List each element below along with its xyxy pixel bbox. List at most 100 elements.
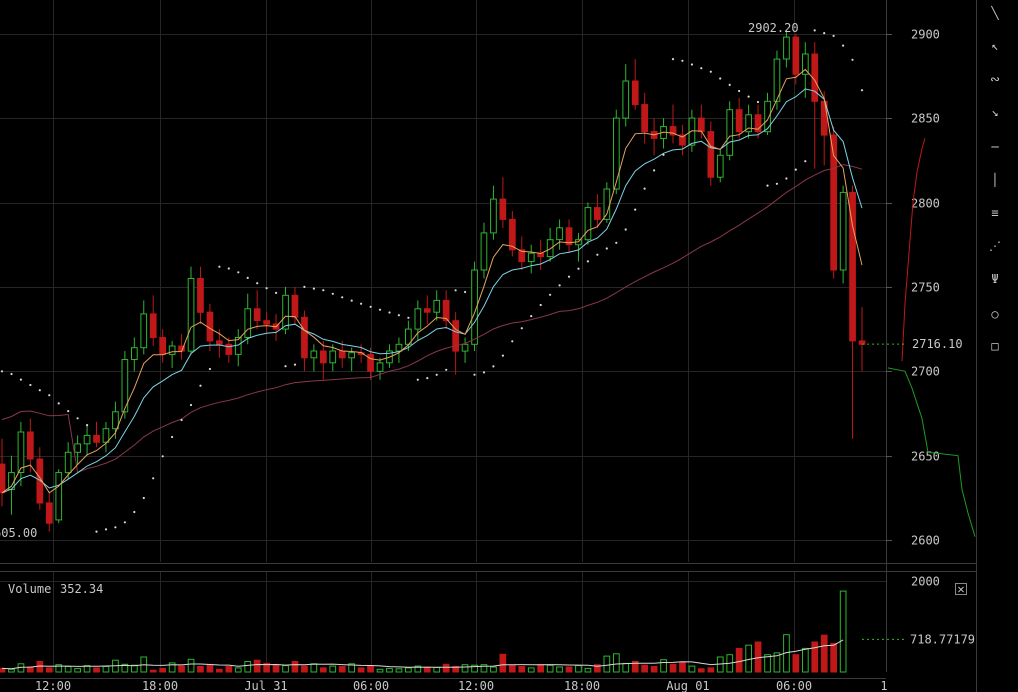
- sar-dot: [435, 373, 438, 376]
- volume-bar: [820, 634, 828, 673]
- volume-bar: [282, 665, 289, 673]
- sar-dot: [558, 284, 561, 287]
- sar-dot: [86, 424, 89, 427]
- tool-button[interactable]: ⋰: [981, 234, 1009, 260]
- sar-dot: [0, 370, 4, 373]
- sar-dot: [766, 184, 769, 187]
- ray-icon[interactable]: ↖: [991, 39, 998, 53]
- tool-button[interactable]: ○: [981, 302, 1009, 328]
- sar-dot: [397, 314, 400, 317]
- vertical-line-icon[interactable]: │: [991, 172, 998, 187]
- volume-bar: [433, 667, 441, 673]
- volume-ma-line: [1, 639, 844, 670]
- pitchfork-icon[interactable]: Ψ: [991, 272, 998, 286]
- fib-retracement-icon[interactable]: ≡: [991, 206, 998, 220]
- volume-bar: [839, 590, 847, 673]
- volume-title: Volume: [8, 582, 51, 596]
- volume-bar: [159, 667, 167, 673]
- volume-bar: [338, 666, 346, 673]
- y-tick-label: 2800: [911, 197, 940, 211]
- sar-dot: [454, 289, 457, 292]
- volume-bar: [234, 667, 242, 673]
- x-tick-label: 18:00: [564, 679, 600, 692]
- candle-body: [17, 431, 25, 473]
- sar-dot: [256, 282, 259, 285]
- curve-icon[interactable]: ∾: [990, 72, 1000, 86]
- fan-icon[interactable]: ⋰: [989, 239, 1001, 253]
- volume-tick-label: 2000: [911, 575, 940, 589]
- volume-bar: [27, 666, 34, 673]
- sar-dot: [275, 291, 278, 294]
- candle-body: [518, 249, 526, 263]
- tool-button[interactable]: │: [981, 168, 1009, 194]
- candle-body: [310, 350, 318, 359]
- volume-ma-label: 718.77179: [910, 632, 975, 646]
- volume-bar: [631, 661, 639, 673]
- candle-body: [433, 299, 441, 313]
- candle-body: [461, 343, 469, 352]
- volume-bar: [225, 666, 233, 673]
- sar-dot: [48, 394, 51, 397]
- volume-bar: [244, 661, 252, 673]
- sar-dot: [426, 377, 429, 380]
- sar-dot: [10, 372, 13, 376]
- volume-bar: [263, 662, 270, 673]
- candle-body: [55, 472, 63, 521]
- circle-icon[interactable]: ○: [991, 307, 998, 321]
- sar-dot: [246, 276, 249, 279]
- candle-body: [338, 350, 346, 359]
- tool-button[interactable]: ∾: [981, 67, 1009, 93]
- volume-bar: [461, 664, 469, 673]
- sar-dot: [596, 253, 599, 256]
- sar-dot: [823, 31, 826, 35]
- sar-dot: [29, 383, 32, 387]
- candle-body: [168, 345, 176, 355]
- y-tick-label: 2850: [911, 112, 940, 126]
- candle-body: [613, 117, 620, 190]
- x-tick-label-partial: 1: [880, 679, 887, 692]
- tool-button[interactable]: ─: [981, 135, 1009, 161]
- candle-body: [631, 80, 639, 106]
- candle-body: [490, 198, 497, 234]
- tool-button[interactable]: ≡: [981, 201, 1009, 227]
- x-tick-label: 06:00: [353, 679, 389, 692]
- candle-body: [754, 114, 762, 133]
- tool-button[interactable]: ╲: [981, 1, 1009, 27]
- volume-bar: [537, 664, 544, 673]
- candle-body: [27, 431, 34, 460]
- sar-dot: [322, 289, 325, 292]
- sar-dot: [378, 308, 382, 311]
- candle-body: [83, 434, 91, 445]
- volume-bar: [320, 667, 327, 673]
- sar-dot: [76, 417, 79, 420]
- trend-line-icon[interactable]: ╲: [990, 5, 999, 20]
- horizontal-line-icon[interactable]: ─: [990, 140, 999, 154]
- volume-bar: [679, 662, 686, 673]
- x-tick-label: 06:00: [776, 679, 812, 692]
- close-panel-button[interactable]: [955, 583, 967, 595]
- sar-dot: [265, 287, 268, 290]
- sar-dot: [813, 29, 816, 32]
- rectangle-icon[interactable]: □: [991, 339, 998, 353]
- tool-button[interactable]: Ψ: [981, 267, 1009, 293]
- ask-depth-line: [901, 138, 926, 362]
- candle-body: [112, 411, 119, 430]
- tool-button[interactable]: ↖: [981, 34, 1009, 60]
- candle-body: [527, 252, 535, 263]
- candle-body: [716, 154, 724, 178]
- volume-bar: [301, 665, 308, 673]
- arrow-icon[interactable]: ↘: [991, 105, 998, 119]
- tool-button[interactable]: □: [981, 334, 1009, 360]
- candle-body: [792, 36, 800, 75]
- volume-bar: [348, 663, 355, 673]
- candle-body: [348, 352, 355, 359]
- sar-dot: [577, 267, 580, 270]
- tool-button[interactable]: ↘: [981, 100, 1009, 126]
- volume-bar: [603, 655, 611, 673]
- y-tick-label: 2750: [911, 281, 940, 295]
- sar-dot: [653, 169, 656, 172]
- volume-bar: [197, 666, 204, 673]
- volume-bar: [329, 665, 337, 673]
